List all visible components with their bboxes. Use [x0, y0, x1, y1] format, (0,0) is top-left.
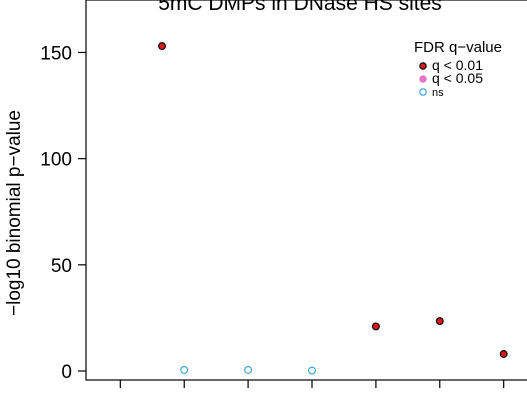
y-axis-label: −log10 binomial p−value — [4, 110, 25, 316]
y-tick-label-50: 50 — [51, 256, 72, 277]
chart-title: 5mC DMPs in DNase HS sites — [158, 0, 442, 15]
data-point-3 — [244, 365, 253, 374]
data-point-2 — [180, 365, 189, 374]
legend-label-q05: q < 0.05 — [432, 70, 483, 86]
data-point-5 — [371, 322, 380, 331]
y-tick-label-100: 100 — [40, 150, 72, 171]
plot-frame — [85, 0, 527, 381]
y-axis: 0 50 100 150 — [40, 43, 86, 383]
legend-label-ns: ns — [432, 87, 444, 99]
legend-label-q01: q < 0.01 — [432, 57, 483, 73]
legend-marker-ns — [419, 88, 427, 96]
data-point-6 — [435, 317, 444, 326]
x-axis — [119, 380, 505, 388]
data-point-4 — [308, 366, 316, 375]
data-points — [158, 42, 508, 375]
legend-marker-q01 — [419, 62, 427, 70]
legend-title: FDR q−value — [414, 39, 502, 56]
legend-marker-q05 — [419, 75, 427, 83]
y-tick-label-150: 150 — [40, 43, 72, 64]
data-point-1 — [158, 42, 166, 51]
y-tick-label-0: 0 — [61, 362, 72, 383]
data-point-7 — [499, 350, 508, 358]
